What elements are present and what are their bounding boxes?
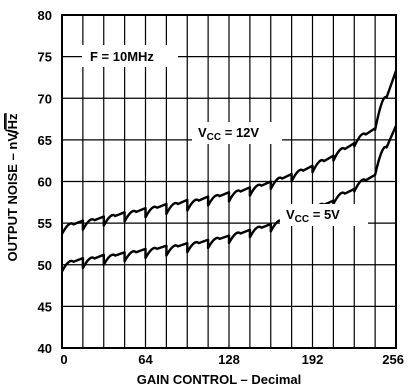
y-axis-label-unit: Hz xyxy=(5,113,20,129)
y-tick-label: 50 xyxy=(38,258,52,273)
y-tick-label: 80 xyxy=(38,8,52,23)
plot-frame xyxy=(61,14,397,349)
frequency-annotation: F = 10MHz xyxy=(90,49,154,64)
x-tick-label: 64 xyxy=(138,352,153,367)
y-tick-label: 40 xyxy=(38,341,52,356)
series-lines xyxy=(60,70,398,272)
x-tick-label: 128 xyxy=(218,352,240,367)
y-tick-labels: 40 45 50 55 60 65 70 75 80 xyxy=(38,8,52,356)
series-label-5v-background xyxy=(280,204,368,226)
y-tick-label: 75 xyxy=(38,50,52,65)
x-tick-labels: 0 64 128 192 256 xyxy=(60,352,404,367)
x-axis-label: GAIN CONTROL – Decimal xyxy=(137,372,301,387)
sqrt-symbol xyxy=(5,112,20,137)
series-label-12v-sub: CC xyxy=(207,132,221,143)
annotation-background xyxy=(82,45,178,67)
series-label-12v: VCC = 12V xyxy=(198,125,259,143)
series-label-12v-background xyxy=(192,122,282,144)
y-tick-label: 45 xyxy=(38,299,52,314)
x-tick-label: 0 xyxy=(60,352,67,367)
y-tick-label: 65 xyxy=(38,133,52,148)
x-tick-label: 192 xyxy=(302,352,324,367)
series-line-0 xyxy=(60,70,398,235)
x-tick-label: 256 xyxy=(382,352,404,367)
series-label-5v-v: V xyxy=(286,207,295,222)
series-label-5v-sub: CC xyxy=(295,214,309,225)
y-tick-label: 55 xyxy=(38,216,52,231)
y-axis-label: OUTPUT NOISE – nV/Hz xyxy=(5,113,20,262)
series-label-12v-value: = 12V xyxy=(221,125,259,140)
y-tick-label: 60 xyxy=(38,175,52,190)
series-label-12v-v: V xyxy=(198,125,207,140)
y-axis-label-main: OUTPUT NOISE – nV/ xyxy=(5,129,20,262)
series-line-1 xyxy=(60,125,398,272)
series-label-5v: VCC = 5V xyxy=(286,207,340,225)
y-tick-label: 70 xyxy=(38,91,52,106)
series-label-5v-value: = 5V xyxy=(309,207,340,222)
